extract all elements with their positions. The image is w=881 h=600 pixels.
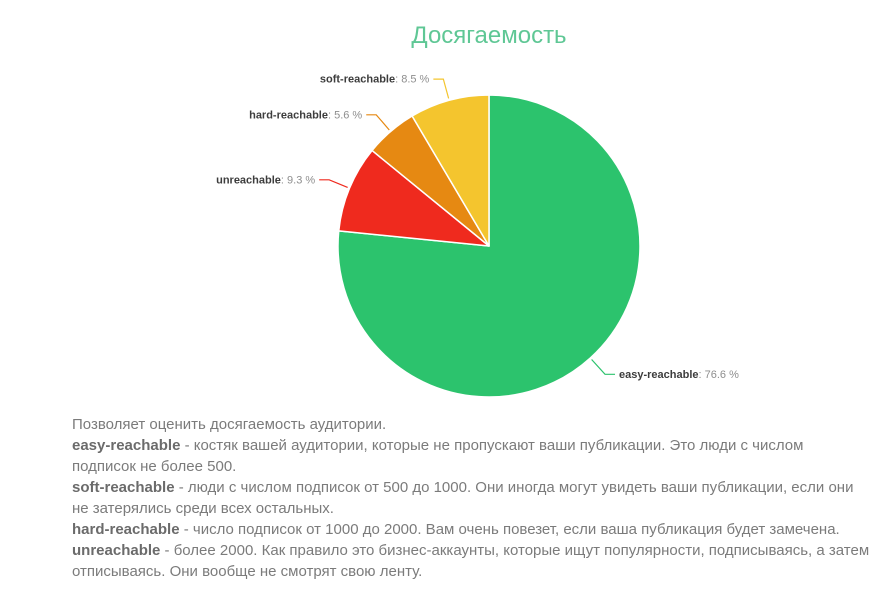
pie-label-unreachable: unreachable: 9.3 % — [216, 174, 315, 186]
description-text-easy-reachable: - костяк вашей аудитории, которые не про… — [72, 437, 804, 475]
description-item-easy-reachable: easy-reachable - костяк вашей аудитории,… — [72, 435, 870, 477]
pie-label-easy-reachable: easy-reachable: 76.6 % — [619, 369, 739, 381]
pie-label-hard-reachable: hard-reachable: 5.6 % — [249, 109, 362, 121]
pie-slice-soft-reachable[interactable] — [411, 94, 490, 247]
description-item-soft-reachable: soft-reachable - люди с числом подписок … — [72, 477, 870, 519]
pie-chart: easy-reachable: 76.6 % unreachable: 9.3 %… — [216, 74, 739, 398]
pie-callout-hard-reachable — [366, 114, 390, 131]
description-text-unreachable: - более 2000. Как правило это бизнес-акк… — [72, 542, 870, 580]
term-unreachable: unreachable — [72, 542, 161, 559]
pie-callout-unreachable — [319, 179, 348, 189]
pie-callout-easy-reachable — [591, 359, 616, 375]
description: Позволяет оценить досягаемость аудитории… — [72, 414, 870, 582]
term-soft-reachable: soft-reachable — [72, 479, 175, 496]
pie-callout-soft-reachable — [433, 78, 450, 99]
description-text-soft-reachable: - люди с числом подписок от 500 до 1000.… — [72, 479, 854, 517]
description-item-hard-reachable: hard-reachable - число подписок от 1000 … — [72, 519, 870, 540]
chart-title: Досягаемость — [411, 22, 567, 49]
pie-label-soft-reachable: soft-reachable: 8.5 % — [320, 74, 430, 86]
pie-slice-unreachable[interactable] — [338, 149, 490, 247]
description-text-hard-reachable: - число подписок от 1000 до 2000. Вам оч… — [179, 521, 840, 538]
description-intro: Позволяет оценить досягаемость аудитории… — [72, 416, 387, 433]
term-hard-reachable: hard-reachable — [72, 521, 180, 538]
term-easy-reachable: easy-reachable — [72, 437, 181, 454]
description-item-unreachable: unreachable - более 2000. Как правило эт… — [72, 540, 870, 582]
